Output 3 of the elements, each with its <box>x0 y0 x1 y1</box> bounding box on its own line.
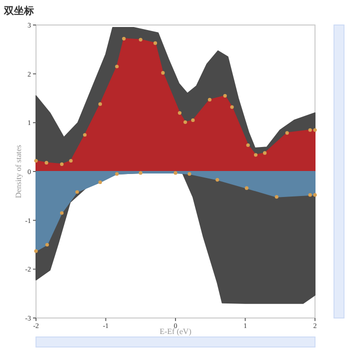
y-axis-title: Density of states <box>14 144 23 198</box>
chart-title: 双坐标 <box>3 5 34 17</box>
x-axis-title: E-Ef (eV) <box>160 327 192 336</box>
